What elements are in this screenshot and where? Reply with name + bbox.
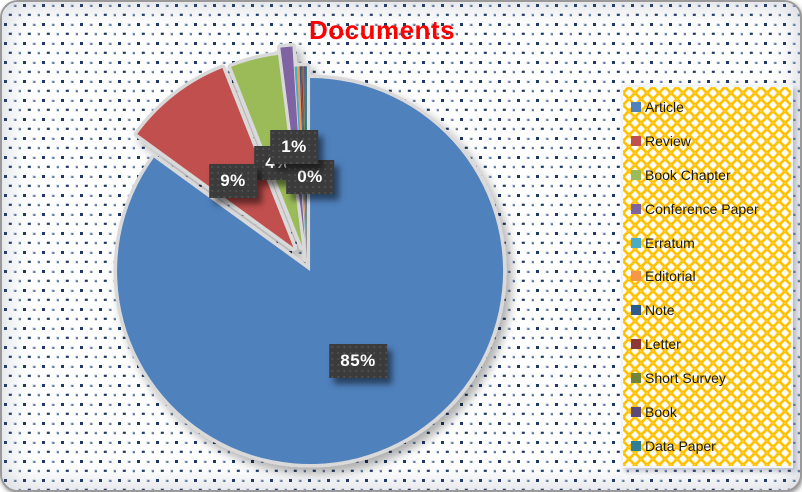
data-label-conference-paper[interactable]: 1% <box>270 130 318 164</box>
legend-swatch-icon <box>631 407 641 418</box>
legend-swatch-icon <box>631 271 641 282</box>
legend-item-editorial[interactable]: Editorial <box>631 269 787 283</box>
data-label-article[interactable]: 85% <box>329 344 387 378</box>
legend-swatch-icon <box>631 203 641 214</box>
legend-item-short-survey[interactable]: Short Survey <box>631 371 787 385</box>
legend-label: Note <box>645 302 675 319</box>
legend-label: Article <box>645 98 684 115</box>
legend-label: Short Survey <box>645 370 726 387</box>
legend-label: Conference Paper <box>645 200 759 217</box>
legend-swatch-icon <box>631 135 641 146</box>
legend-swatch-icon <box>631 237 641 248</box>
legend-item-letter[interactable]: Letter <box>631 337 787 351</box>
legend-label: Editorial <box>645 268 696 285</box>
legend-swatch-icon <box>631 101 641 112</box>
chart-legend: Article Review Book Chapter Conference Pape… <box>621 85 793 468</box>
legend-item-conference-paper[interactable]: Conference Paper <box>631 202 787 216</box>
data-label-erratum[interactable]: 0% <box>286 160 334 194</box>
legend-swatch-icon <box>631 305 641 316</box>
legend-swatch-icon <box>631 339 641 350</box>
legend-swatch-icon <box>631 441 641 452</box>
chart-title[interactable]: Documents <box>308 15 456 45</box>
legend-item-note[interactable]: Note <box>631 303 787 317</box>
legend-label: Letter <box>645 336 681 353</box>
legend-swatch-icon <box>631 169 641 180</box>
legend-label: Data Paper <box>645 438 716 455</box>
legend-pattern-background <box>623 87 791 466</box>
data-label-review[interactable]: 9% <box>209 164 257 198</box>
pie-slice-article[interactable] <box>117 78 504 465</box>
pie-slice-review[interactable] <box>137 68 294 248</box>
legend-item-erratum[interactable]: Erratum <box>631 236 787 250</box>
legend-label: Book <box>645 404 677 421</box>
legend-label: Book Chapter <box>645 166 731 183</box>
legend-item-review[interactable]: Review <box>631 134 787 148</box>
legend-label: Erratum <box>645 234 695 251</box>
legend-item-article[interactable]: Article <box>631 100 787 114</box>
legend-item-data-paper[interactable]: Data Paper <box>631 439 787 453</box>
legend-item-book-chapter[interactable]: Book Chapter <box>631 168 787 182</box>
legend-item-book[interactable]: Book <box>631 405 787 419</box>
legend-swatch-icon <box>631 373 641 384</box>
legend-label: Review <box>645 132 691 149</box>
